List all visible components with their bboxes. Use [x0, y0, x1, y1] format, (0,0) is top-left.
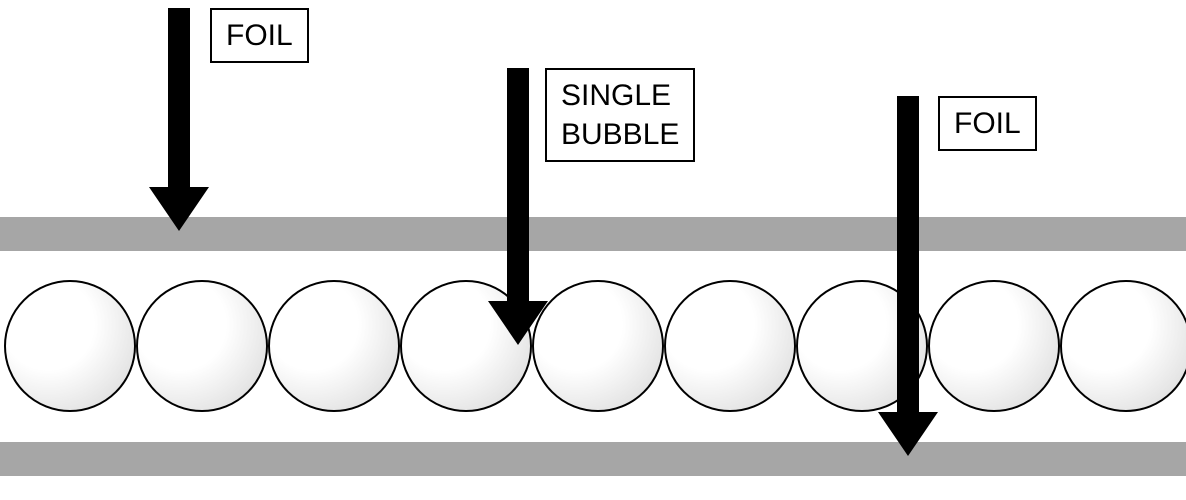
- bottom-foil-bar: [0, 442, 1186, 476]
- arrow-foil-top: [149, 8, 209, 231]
- bubble: [268, 280, 400, 412]
- bubble: [796, 280, 928, 412]
- bubble: [400, 280, 532, 412]
- bubble: [136, 280, 268, 412]
- bubble: [664, 280, 796, 412]
- label-single-bubble: SINGLE BUBBLE: [545, 68, 695, 162]
- bubble: [532, 280, 664, 412]
- bubble-foil-diagram: FOIL SINGLE BUBBLE FOIL: [0, 0, 1186, 500]
- label-foil-bottom: FOIL: [938, 96, 1037, 151]
- label-foil-top: FOIL: [210, 8, 309, 63]
- bubble: [1060, 280, 1186, 412]
- bubble: [928, 280, 1060, 412]
- bubble: [4, 280, 136, 412]
- top-foil-bar: [0, 217, 1186, 251]
